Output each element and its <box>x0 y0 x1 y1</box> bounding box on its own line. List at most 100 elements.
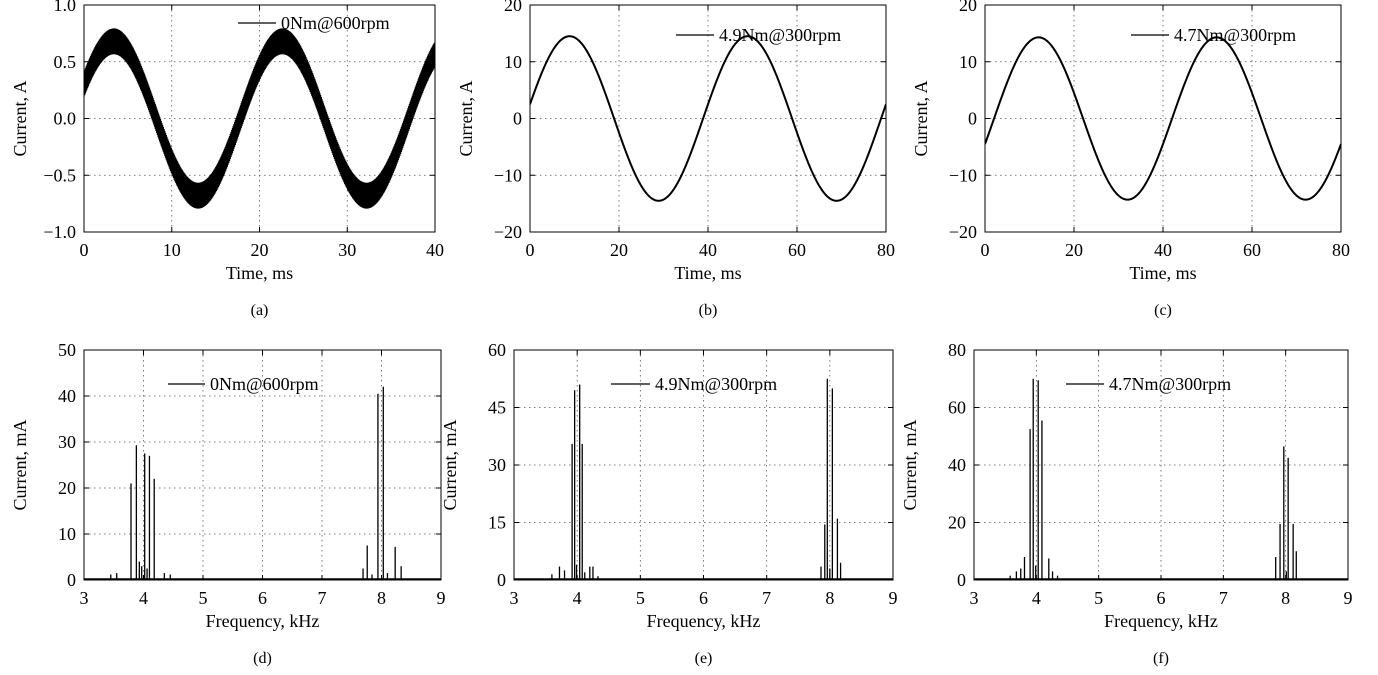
x-tick-label: 8 <box>1281 588 1290 608</box>
series-0Nm@600rpm <box>84 28 435 209</box>
y-tick-label: 80 <box>948 340 966 360</box>
chart-panel-a: 0 10 20 30 40 −1.0 −0.5 0.0 0.5 1.0 0Nm@600rpm Time… <box>10 0 444 319</box>
y-tick-label: −10 <box>494 165 522 185</box>
y-tick-label: 15 <box>488 513 506 533</box>
x-tick-label: 7 <box>318 588 327 608</box>
y-tick-label: −20 <box>494 222 522 242</box>
y-tick-label: −0.5 <box>43 165 76 185</box>
x-tick-label: 60 <box>788 240 806 260</box>
x-tick-label: 10 <box>163 240 181 260</box>
x-tick-label: 7 <box>762 588 771 608</box>
x-axis-label: Time, ms <box>226 263 293 283</box>
y-tick-label: 10 <box>504 52 522 72</box>
plot-frame <box>513 349 894 581</box>
x-tick-label: 40 <box>1154 240 1172 260</box>
x-axis-label: Frequency, kHz <box>1104 611 1218 631</box>
y-tick-label: 10 <box>58 524 76 544</box>
x-tick-label: 80 <box>877 240 895 260</box>
x-tick-label: 0 <box>80 240 89 260</box>
x-tick-label: 0 <box>526 240 535 260</box>
chart-panel-b: 0 20 40 60 80 −20 −10 0 10 20 4.9Nm@300rpm Time, ms… <box>456 0 895 319</box>
y-tick-label: 50 <box>58 340 76 360</box>
series-line <box>985 36 1341 201</box>
x-tick-label: 3 <box>970 588 979 608</box>
y-axis-label: Current, mA <box>440 420 460 511</box>
y-tick-label: 40 <box>58 386 76 406</box>
x-tick-label: 5 <box>636 588 645 608</box>
y-tick-label: 0.5 <box>54 52 77 72</box>
y-tick-label: −1.0 <box>43 222 76 242</box>
x-tick-label: 9 <box>437 588 446 608</box>
x-tick-label: 6 <box>699 588 708 608</box>
x-tick-label: 7 <box>1219 588 1228 608</box>
series-4.7Nm@300rpm <box>974 378 1348 580</box>
x-axis-label: Time, ms <box>1129 263 1196 283</box>
y-tick-label: 0 <box>497 570 506 590</box>
chart-panel-d: 3 4 5 6 7 8 9 0 10 20 30 40 50 0Nm@600rpm Frequency, k… <box>10 340 446 667</box>
y-tick-label: 0 <box>67 570 76 590</box>
x-tick-label: 20 <box>610 240 628 260</box>
series-line <box>530 35 886 202</box>
x-tick-label: 4 <box>1032 588 1041 608</box>
series-4.9Nm@300rpm <box>530 35 886 202</box>
y-tick-label: 40 <box>948 455 966 475</box>
plot-frame <box>83 349 442 581</box>
x-axis-label: Frequency, kHz <box>647 611 761 631</box>
x-tick-label: 9 <box>889 588 898 608</box>
y-axis-label: Current, mA <box>900 420 920 511</box>
x-tick-label: 5 <box>1094 588 1103 608</box>
x-tick-label: 0 <box>981 240 990 260</box>
y-axis-label: Current, mA <box>10 420 30 511</box>
chart-panel-c: 0 20 40 60 80 −20 −10 0 10 20 4.7Nm@300rpm Time, ms… <box>911 0 1350 319</box>
y-tick-label: 0 <box>513 109 522 129</box>
panel-caption: (b) <box>699 302 718 319</box>
x-tick-label: 60 <box>1243 240 1261 260</box>
x-tick-label: 20 <box>251 240 269 260</box>
y-tick-label: 1.0 <box>54 0 77 15</box>
plot-frame <box>984 4 1342 233</box>
x-tick-label: 30 <box>338 240 356 260</box>
y-axis-label: Current, A <box>911 81 931 157</box>
x-tick-label: 80 <box>1332 240 1350 260</box>
x-tick-label: 20 <box>1065 240 1083 260</box>
plot-frame <box>973 349 1349 581</box>
x-tick-label: 8 <box>377 588 386 608</box>
plot-frame <box>83 4 436 233</box>
legend-label: 4.9Nm@300rpm <box>719 25 841 45</box>
series-4.9Nm@300rpm <box>514 378 893 580</box>
legend-label: 4.9Nm@300rpm <box>655 374 777 394</box>
y-tick-label: 20 <box>504 0 522 15</box>
y-axis-label: Current, A <box>456 81 476 157</box>
legend-label: 4.7Nm@300rpm <box>1174 25 1296 45</box>
series-line <box>84 28 435 209</box>
x-tick-label: 40 <box>699 240 717 260</box>
y-tick-label: 45 <box>488 398 506 418</box>
x-axis-label: Frequency, kHz <box>206 611 320 631</box>
x-tick-label: 5 <box>199 588 208 608</box>
x-axis-label: Time, ms <box>674 263 741 283</box>
y-tick-label: 20 <box>948 513 966 533</box>
y-tick-label: 20 <box>58 478 76 498</box>
panel-caption: (d) <box>253 650 272 667</box>
y-tick-label: 60 <box>488 340 506 360</box>
panel-caption: (e) <box>695 650 713 667</box>
x-tick-label: 6 <box>258 588 267 608</box>
y-tick-label: 10 <box>959 52 977 72</box>
y-tick-label: −20 <box>949 222 977 242</box>
x-tick-label: 6 <box>1157 588 1166 608</box>
plot-frame <box>529 4 887 233</box>
y-tick-label: 0.0 <box>54 109 77 129</box>
panel-caption: (a) <box>251 302 269 319</box>
y-axis-label: Current, A <box>10 81 30 157</box>
y-tick-label: 30 <box>58 432 76 452</box>
x-tick-label: 9 <box>1344 588 1353 608</box>
legend-label: 0Nm@600rpm <box>210 374 319 394</box>
panel-caption: (c) <box>1154 302 1172 319</box>
legend-label: 4.7Nm@300rpm <box>1109 374 1231 394</box>
x-tick-label: 3 <box>510 588 519 608</box>
legend-label: 0Nm@600rpm <box>281 13 390 33</box>
x-tick-label: 8 <box>825 588 834 608</box>
series-4.7Nm@300rpm <box>985 36 1341 201</box>
